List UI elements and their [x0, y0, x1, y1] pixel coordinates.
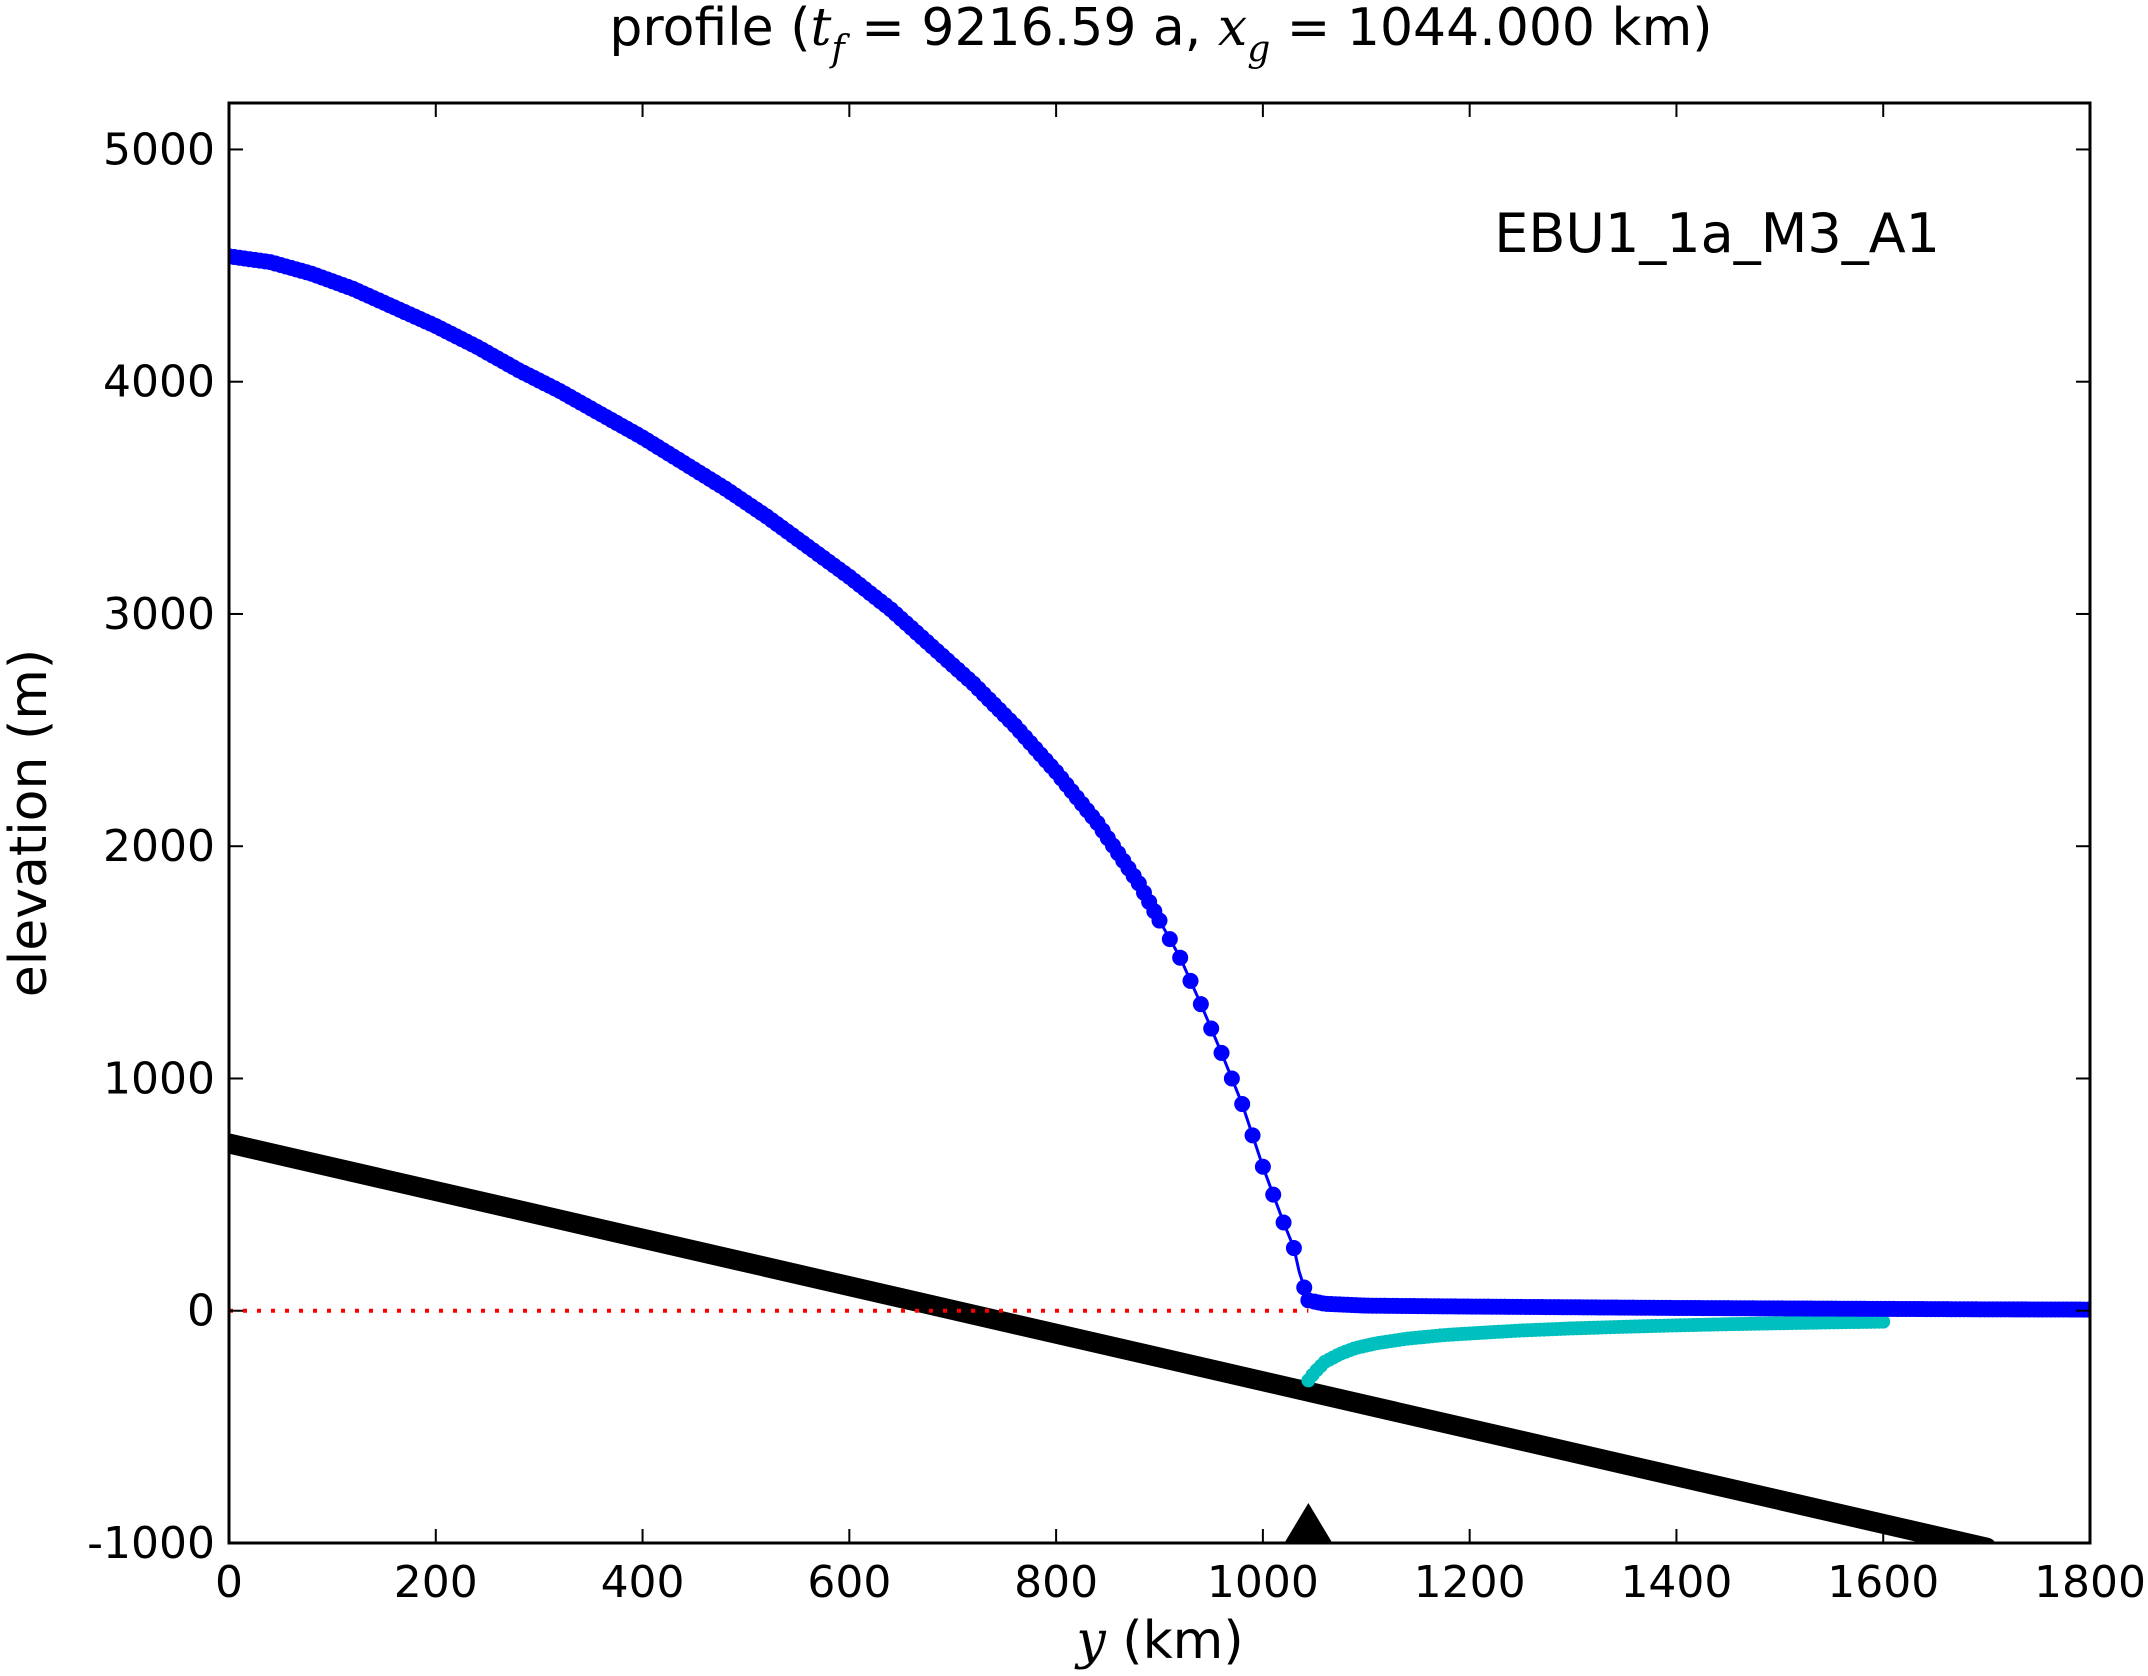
- ice-base-series: [1301, 1314, 1891, 1388]
- bedrock-line: [229, 1133, 1996, 1543]
- grounding-line-marker: [1284, 1503, 1333, 1543]
- x-tick-label: 400: [601, 1557, 685, 1608]
- ice-surface-point: [1275, 1214, 1292, 1231]
- plot-frame: [227, 101, 2092, 1545]
- x-tick-label: 200: [394, 1557, 478, 1608]
- ice-surface-point: [1296, 1279, 1313, 1296]
- x-tick-label: 0: [215, 1557, 243, 1608]
- ice-base-point: [1876, 1314, 1891, 1329]
- y-tick-label: -1000: [87, 1518, 215, 1569]
- ice-surface-point: [1254, 1158, 1271, 1175]
- y-tick-label: 1000: [103, 1053, 215, 1104]
- ice-surface-point: [1223, 1070, 1240, 1087]
- grounding-line-marker-layer: [1284, 1503, 1333, 1543]
- y-axis-label: elevation (m): [0, 649, 59, 997]
- y-tick-label: 4000: [103, 357, 215, 408]
- ice-surface-series: [229, 248, 2090, 1318]
- ice-surface-point: [1244, 1127, 1261, 1144]
- x-tick-label: 1200: [1414, 1557, 1526, 1608]
- ice-surface-point: [1265, 1186, 1282, 1203]
- ice-surface-line: [229, 254, 2090, 1312]
- y-tick-label: 5000: [103, 124, 215, 175]
- y-tick-label: 0: [187, 1286, 215, 1337]
- ice-surface-point: [1172, 949, 1189, 966]
- ice-surface-point: [1151, 912, 1168, 929]
- chart-title: profile (tf = 9216.59 a, xg = 1044.000 k…: [609, 0, 1712, 70]
- x-tick-label: 600: [807, 1557, 891, 1608]
- ice-surface-point: [1203, 1020, 1220, 1037]
- ice-surface-point: [1192, 996, 1209, 1013]
- plot-data: [229, 248, 2090, 1543]
- y-tick-label: 3000: [103, 589, 215, 640]
- y-tick-label: 2000: [103, 821, 215, 872]
- ice-surface-point: [2079, 1301, 2090, 1318]
- x-tick-label: 800: [1014, 1557, 1098, 1608]
- x-tick-label: 1600: [1827, 1557, 1939, 1608]
- x-axis-label: y (km): [1074, 1611, 1243, 1671]
- experiment-label: EBU1_1a_M3_A1: [1494, 202, 1940, 265]
- ice-surface-point: [1234, 1096, 1251, 1113]
- ice-surface-point: [1182, 972, 1199, 989]
- x-tick-label: 1800: [2034, 1557, 2146, 1608]
- ice-surface-point: [1285, 1240, 1302, 1257]
- ice-surface-point: [1213, 1044, 1230, 1061]
- x-tick-label: 1400: [1620, 1557, 1732, 1608]
- axis-ticks: 0 200 400 600 800 1000 1200 1400 1600 1800-100001…: [87, 103, 2146, 1608]
- ice-surface-point: [1161, 931, 1178, 948]
- x-tick-label: 1000: [1207, 1557, 1319, 1608]
